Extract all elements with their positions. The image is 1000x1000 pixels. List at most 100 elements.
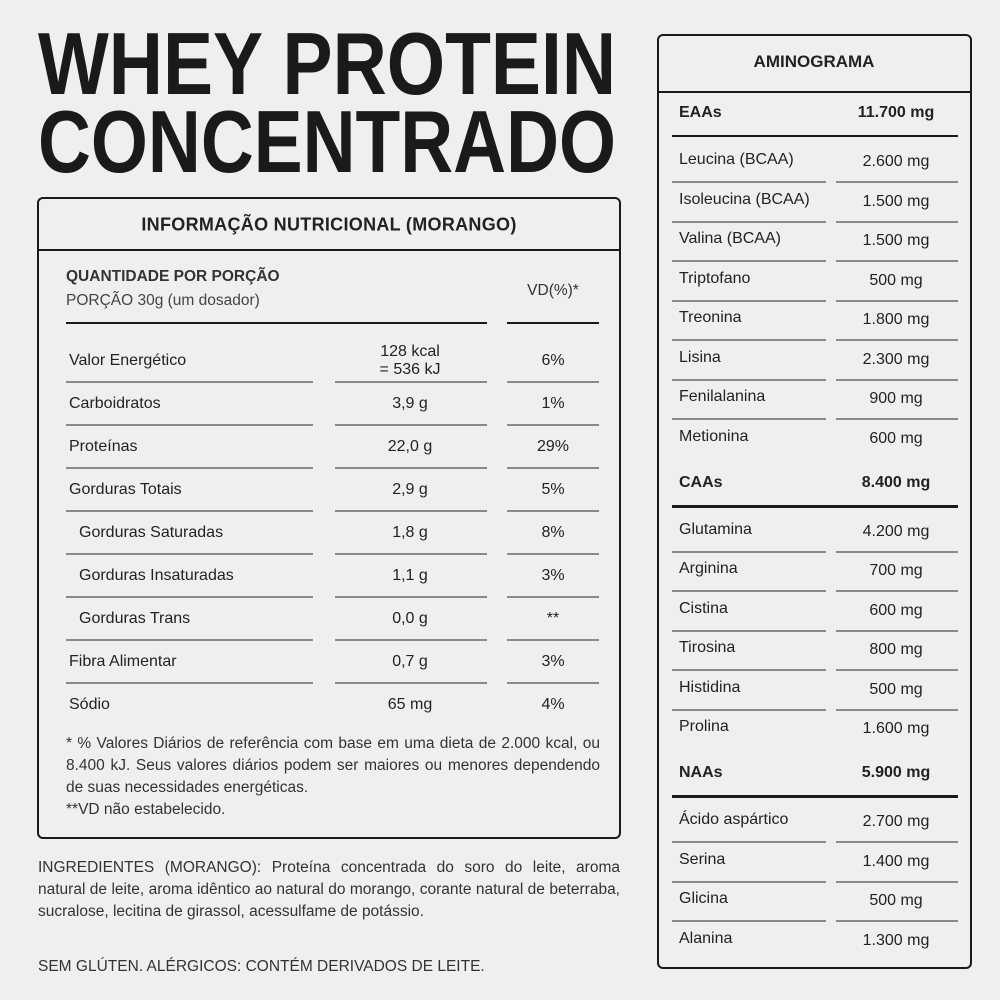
- row-line: [672, 920, 826, 922]
- nutrition-title: INFORMAÇÃO NUTRICIONAL (MORANGO): [141, 214, 517, 235]
- row-line: [836, 920, 958, 922]
- divider: [66, 322, 487, 324]
- ingredients: INGREDIENTES (MORANGO): Proteína concent…: [38, 859, 620, 920]
- group-total: 11.700 mg: [857, 104, 935, 121]
- nutrient-amount: 22,0 g: [388, 438, 432, 456]
- amino-amount: 1.800 mg: [862, 311, 930, 328]
- amino-amount: 1.500 mg: [862, 232, 930, 249]
- footnote: * % Valores Diários de referência com ba…: [66, 733, 600, 821]
- row-line: [335, 467, 487, 469]
- row-line: [836, 378, 958, 381]
- amino-amount: 2.600 mg: [862, 153, 930, 170]
- row-line: [672, 590, 826, 592]
- amino-name: Treonina: [679, 309, 742, 326]
- amino-amount: 1.400 mg: [862, 852, 930, 870]
- nutrient-vd: 1%: [541, 395, 565, 412]
- nutrition-box: [37, 197, 621, 839]
- group-line: [672, 504, 958, 508]
- row-line: [507, 639, 599, 641]
- row-line: [507, 424, 599, 426]
- amino-amount: 900 mg: [869, 390, 923, 407]
- row-line: [335, 596, 487, 598]
- row-line: [672, 339, 826, 341]
- amino-name: Leucina (BCAA): [679, 151, 794, 168]
- row-line: [335, 553, 487, 555]
- nutrient-name: Fibra Alimentar: [69, 653, 177, 670]
- nutrient-vd: 5%: [541, 481, 565, 498]
- footnote-line: **VD não estabelecido.: [66, 801, 226, 818]
- amino-name: Metionina: [679, 427, 749, 445]
- aminogram-box: [657, 34, 972, 969]
- nutrient-name: Gorduras Totais: [69, 481, 182, 498]
- title-svg: WHEY PROTEIN CONCENTRADO: [38, 14, 616, 190]
- amino-name: Tirosina: [679, 639, 736, 656]
- group-line: [672, 135, 958, 137]
- group-name: NAAs: [679, 764, 723, 781]
- row-line: [672, 550, 826, 553]
- divider: [658, 91, 970, 93]
- nutrient-vd: 8%: [541, 524, 565, 541]
- group-line: [672, 795, 958, 798]
- row-line: [672, 418, 826, 420]
- group-total: 5.900 mg: [861, 764, 931, 781]
- row-line: [672, 669, 826, 671]
- amino-name: Isoleucina (BCAA): [679, 190, 810, 208]
- nutrient-name: Gorduras Insaturadas: [79, 567, 234, 584]
- amount-line: 128 kcal: [380, 343, 440, 360]
- nutrient-amount: 3,9 g: [392, 395, 428, 413]
- row-line: [672, 708, 826, 711]
- title-line: WHEY PROTEIN: [38, 14, 616, 113]
- row-line: [836, 550, 958, 553]
- nutrient-vd: 4%: [541, 696, 565, 713]
- amino-amount: 2.300 mg: [862, 350, 930, 368]
- group-total: 8.400 mg: [861, 473, 931, 491]
- amino-name: Alanina: [679, 929, 733, 947]
- row-line: [672, 378, 826, 381]
- row-line: [335, 424, 487, 426]
- amino-amount: 1.500 mg: [862, 192, 930, 210]
- nutrient-name: Gorduras Saturadas: [79, 524, 224, 541]
- row-line: [335, 381, 487, 383]
- row-line: [836, 299, 958, 302]
- row-line: [66, 510, 313, 512]
- row-line: [836, 590, 958, 592]
- row-line: [507, 596, 599, 598]
- amino-amount: 600 mg: [869, 601, 923, 619]
- amino-amount: 500 mg: [869, 892, 923, 909]
- nutrient-amount: 1,8 g: [392, 524, 428, 542]
- nutrient-name: Valor Energético: [69, 352, 187, 369]
- row-line: [836, 339, 958, 341]
- amount-line: 3,9 g: [392, 395, 428, 412]
- row-line: [507, 467, 599, 469]
- row-line: [672, 299, 826, 302]
- row-line: [836, 418, 958, 420]
- row-line: [836, 880, 958, 883]
- amount-line: 22,0 g: [387, 438, 433, 455]
- row-line: [836, 629, 958, 632]
- row-line: [836, 669, 958, 671]
- amino-amount: 600 mg: [869, 429, 923, 447]
- nutrient-vd: **: [546, 610, 560, 627]
- amino-name: Arginina: [679, 560, 738, 577]
- divider: [507, 322, 599, 324]
- amino-amount: 800 mg: [869, 641, 923, 658]
- amino-name: Prolina: [679, 718, 729, 735]
- nutrient-amount: 1,1 g: [392, 567, 428, 585]
- allergens: SEM GLÚTEN. ALÉRGICOS: CONTÉM DERIVADOS …: [38, 958, 485, 975]
- row-line: [836, 708, 958, 711]
- divider: [38, 249, 620, 251]
- row-line: [335, 682, 487, 684]
- amino-amount: 1.300 mg: [862, 931, 930, 949]
- portion: PORÇÃO 30g (um dosador): [66, 292, 260, 309]
- nutrient-vd: 3%: [541, 567, 565, 584]
- amino-amount: 500 mg: [869, 680, 923, 698]
- row-line: [66, 553, 313, 555]
- nutrient-name: Carboidratos: [69, 395, 161, 412]
- row-line: [66, 682, 313, 684]
- amino-amount: 500 mg: [869, 271, 923, 289]
- row-line: [836, 181, 958, 183]
- group-name: EAAs: [679, 104, 722, 121]
- amount-line: = 536 kJ: [379, 361, 441, 378]
- amino-amount: 2.700 mg: [862, 813, 930, 830]
